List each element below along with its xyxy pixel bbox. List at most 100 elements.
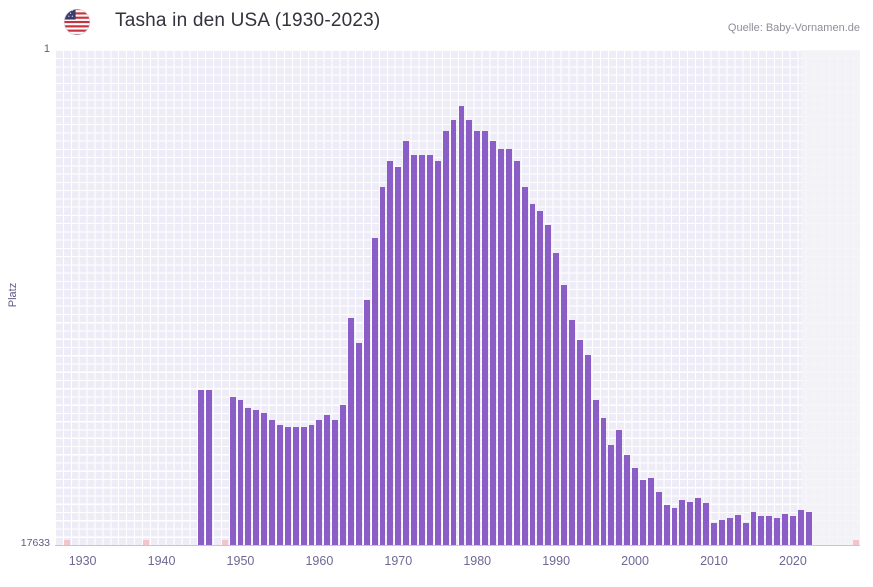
chart-header: Tasha in den USA (1930-2023) Quelle: Bab… (63, 6, 860, 42)
bar-1985[interactable] (513, 161, 520, 545)
bar-2001[interactable] (640, 480, 646, 545)
bar-1958[interactable] (300, 426, 307, 545)
x-tick-label-2000: 2000 (621, 554, 649, 568)
bar-1976[interactable] (442, 131, 449, 545)
x-tick-label-1970: 1970 (384, 554, 413, 568)
bar-1997[interactable] (608, 445, 615, 545)
bar-1950[interactable] (237, 399, 244, 545)
bar-1973[interactable] (419, 155, 425, 545)
y-axis-title: Platz (7, 282, 19, 308)
bar-1980[interactable] (474, 131, 481, 545)
us-flag-icon (63, 8, 91, 36)
bar-1999[interactable] (624, 455, 631, 545)
bar-1952[interactable] (253, 409, 260, 545)
bar-1991[interactable] (561, 285, 567, 545)
bar-1956[interactable] (284, 426, 291, 545)
bar-1988[interactable] (537, 210, 544, 545)
bar-1994[interactable] (584, 354, 591, 545)
bar-1974[interactable] (426, 155, 433, 545)
bar-1969[interactable] (387, 161, 394, 545)
source-label: Quelle: Baby-Vornamen.de (727, 22, 860, 34)
bar-1961[interactable] (324, 414, 331, 545)
bar-2000[interactable] (632, 468, 639, 545)
bar-1953[interactable] (261, 412, 268, 545)
bar-1949[interactable] (229, 396, 236, 545)
bar-1996[interactable] (600, 417, 607, 545)
bar-1983[interactable] (497, 148, 504, 545)
bar-2016[interactable] (758, 516, 765, 545)
bar-2008[interactable] (695, 498, 702, 545)
bar-2007[interactable] (687, 502, 694, 545)
bar-1967[interactable] (371, 238, 378, 545)
bar-1962[interactable] (332, 419, 339, 545)
bar-1959[interactable] (308, 424, 315, 545)
x-tick-label-1940: 1940 (147, 554, 176, 568)
bar-1986[interactable] (521, 187, 528, 545)
bar-1998[interactable] (616, 429, 623, 545)
bar-2009[interactable] (703, 502, 710, 545)
bar-1995[interactable] (592, 399, 599, 545)
bar-1971[interactable] (403, 140, 410, 545)
bar-2003[interactable] (655, 492, 662, 545)
bar-2011[interactable] (718, 520, 725, 545)
bar-2014[interactable] (742, 523, 749, 545)
bar-1964[interactable] (348, 317, 354, 545)
x-tick-label-1950: 1950 (226, 554, 255, 568)
bar-1982[interactable] (490, 140, 496, 545)
bar-2002[interactable] (647, 478, 654, 545)
bar-2017[interactable] (766, 516, 773, 545)
bar-1977[interactable] (450, 120, 457, 545)
bar-1981[interactable] (482, 131, 489, 545)
bar-1968[interactable] (379, 187, 386, 545)
page-title: Tasha in den USA (1930-2023) (115, 10, 381, 31)
bar-1987[interactable] (529, 204, 536, 545)
no-data-marker-1938 (142, 540, 149, 545)
bar-1992[interactable] (568, 319, 575, 545)
bar-1990[interactable] (553, 252, 560, 545)
bar-1960[interactable] (316, 419, 323, 545)
bar-1946[interactable] (205, 389, 212, 545)
x-tick-label-1960: 1960 (305, 554, 334, 568)
bar-1963[interactable] (340, 404, 346, 545)
no-data-marker-1928 (63, 540, 70, 545)
bar-1966[interactable] (363, 300, 370, 545)
bar-1954[interactable] (269, 419, 275, 545)
bar-1951[interactable] (245, 407, 252, 545)
bar-1970[interactable] (395, 166, 402, 545)
x-axis-labels: 1930 1940 1950 1960 1970 1980 1990 2000 2010 2020 (55, 554, 860, 574)
no-data-marker-1948 (221, 540, 228, 545)
x-tick-label-1980: 1980 (463, 554, 492, 568)
y-axis-top-label: 1 (43, 43, 50, 55)
bar-2021[interactable] (797, 510, 804, 545)
x-tick-label-1990: 1990 (542, 554, 571, 568)
bar-2019[interactable] (782, 514, 788, 545)
bar-2015[interactable] (750, 512, 757, 545)
bar-2010[interactable] (711, 523, 717, 545)
bar-2022[interactable] (805, 512, 812, 545)
bar-1945[interactable] (198, 389, 204, 545)
plot-area (55, 50, 860, 546)
bar-1979[interactable] (466, 120, 473, 545)
bar-1993[interactable] (576, 339, 583, 545)
recent-years-highlight-band (800, 50, 860, 545)
bar-1965[interactable] (355, 342, 362, 545)
bar-1989[interactable] (545, 225, 552, 545)
bar-2004[interactable] (663, 505, 670, 545)
bar-2018[interactable] (774, 518, 781, 545)
bar-1955[interactable] (276, 424, 283, 545)
bar-2013[interactable] (734, 515, 741, 545)
bar-2012[interactable] (726, 518, 733, 545)
bar-1978[interactable] (458, 105, 465, 545)
bar-2020[interactable] (789, 516, 796, 545)
x-tick-label-2020: 2020 (779, 554, 807, 568)
bar-2005[interactable] (671, 508, 678, 545)
bar-1972[interactable] (411, 155, 418, 545)
bar-1957[interactable] (292, 426, 299, 545)
bar-1984[interactable] (505, 148, 512, 545)
bar-2006[interactable] (679, 500, 686, 545)
y-axis-bottom-label: 17633 (20, 537, 50, 549)
bar-1975[interactable] (434, 161, 441, 545)
no-data-marker-2028 (853, 540, 859, 545)
x-tick-label-1930: 1930 (68, 554, 97, 568)
